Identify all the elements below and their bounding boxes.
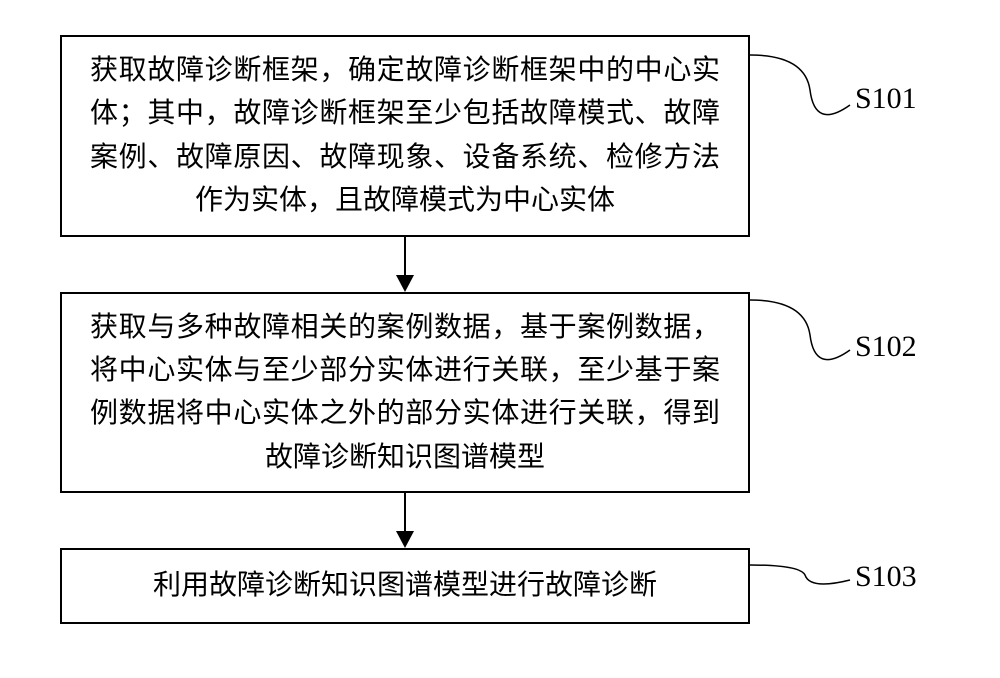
flow-step-box: 获取故障诊断框架，确定故障诊断框架中的中心实体；其中，故障诊断框架至少包括故障模… bbox=[60, 35, 750, 237]
step-label-connector bbox=[750, 280, 950, 430]
step-label: S102 bbox=[855, 330, 917, 364]
arrow-down-icon bbox=[390, 237, 420, 292]
flow-step-text: 获取故障诊断框架，确定故障诊断框架中的中心实体；其中，故障诊断框架至少包括故障模… bbox=[90, 55, 720, 216]
connector-curve-icon bbox=[750, 280, 950, 430]
flow-step-box: 获取与多种故障相关的案例数据，基于案例数据，将中心实体与至少部分实体进行关联，至… bbox=[60, 292, 750, 494]
step-label: S101 bbox=[855, 82, 917, 116]
arrow-down-icon bbox=[390, 493, 420, 548]
step-label-text: S103 bbox=[855, 560, 917, 593]
flow-step-text: 获取与多种故障相关的案例数据，基于案例数据，将中心实体与至少部分实体进行关联，至… bbox=[90, 312, 720, 473]
flow-step-text: 利用故障诊断知识图谱模型进行故障诊断 bbox=[153, 570, 657, 601]
flow-arrow bbox=[60, 237, 750, 292]
flow-step-box: 利用故障诊断知识图谱模型进行故障诊断 bbox=[60, 548, 750, 623]
step-label-text: S101 bbox=[855, 82, 917, 115]
step-label-text: S102 bbox=[855, 330, 917, 363]
step-label: S103 bbox=[855, 560, 917, 594]
step-label-connector bbox=[750, 35, 950, 185]
connector-curve-icon bbox=[750, 35, 950, 185]
flow-arrow bbox=[60, 493, 750, 548]
step-label-connector bbox=[750, 535, 950, 615]
connector-curve-icon bbox=[750, 535, 950, 615]
